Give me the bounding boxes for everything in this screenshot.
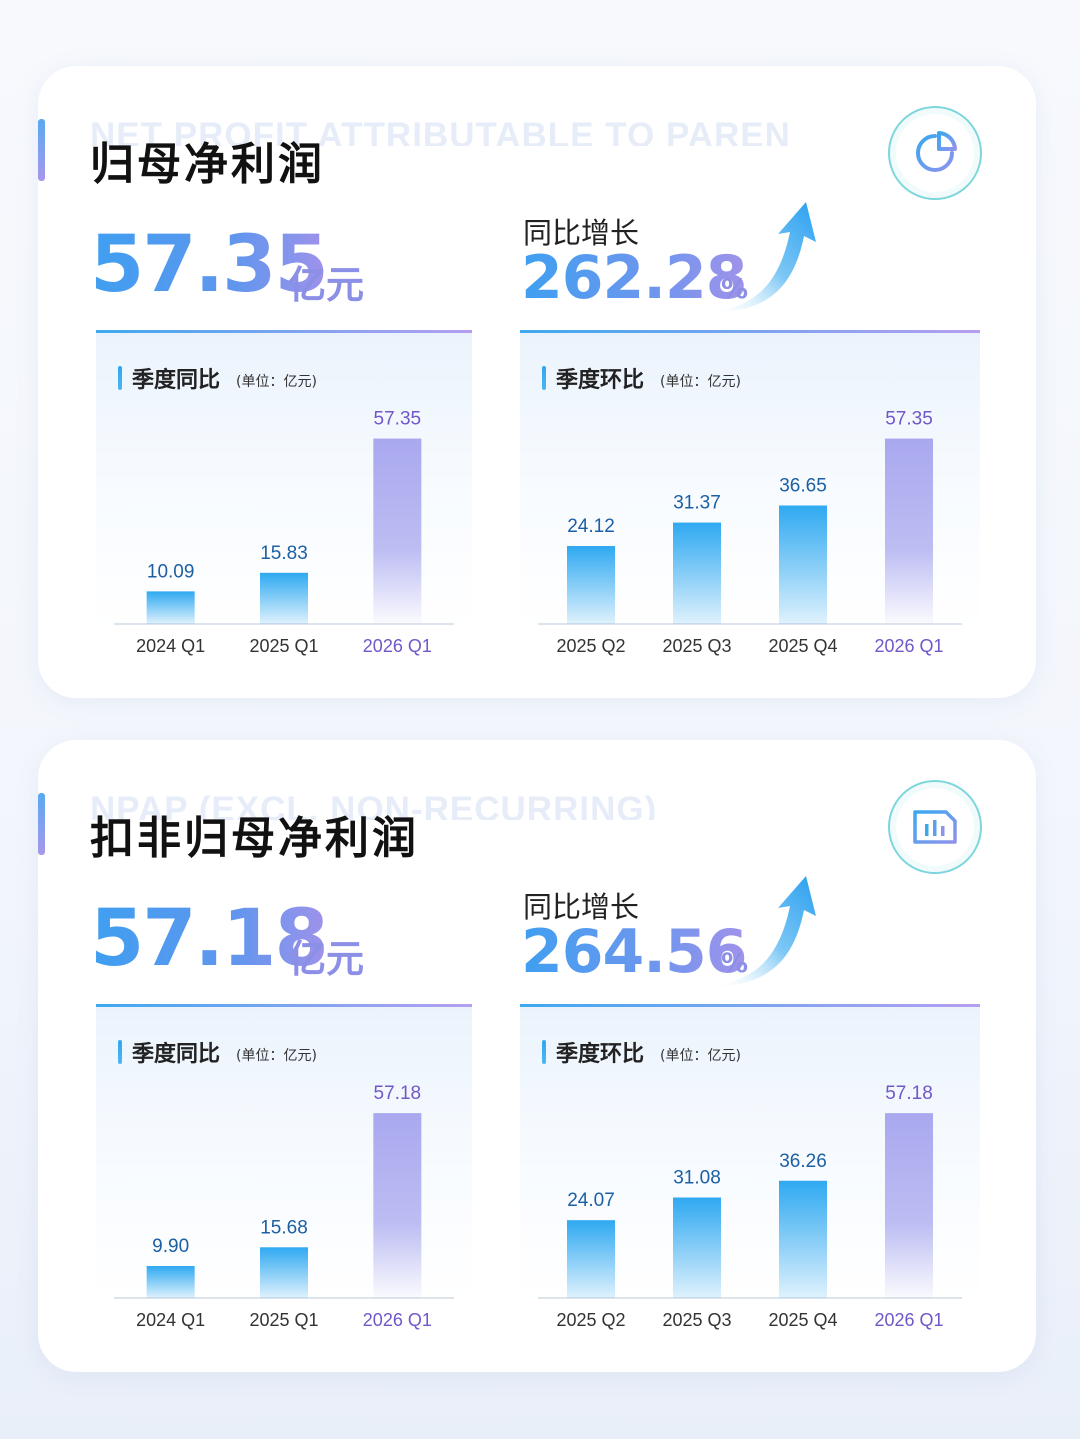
bar-value-label: 9.90 — [152, 1236, 189, 1257]
x-tick-label: 2025 Q2 — [556, 636, 625, 656]
bar-value-label: 31.37 — [673, 493, 721, 514]
bar — [885, 438, 933, 624]
bar — [673, 522, 721, 624]
bar-value-label: 57.35 — [374, 409, 422, 430]
quarter-yoy-panel: 季度同比 (单位：亿元) 9.90 2024 Q1 15.68 2025 Q1 57.1… — [96, 1004, 472, 1330]
bar — [885, 1113, 933, 1298]
headline-unit: 亿元 — [288, 937, 365, 981]
bar-value-label: 24.12 — [567, 516, 615, 537]
bar-value-label: 36.26 — [779, 1151, 827, 1172]
header-tick — [542, 1040, 546, 1064]
panel-title: 季度环比 — [556, 1042, 645, 1067]
net-profit-excl-nonrecurring-card: NPAP (EXCL. NON-RECURRING) 扣非归母净利润 57.18… — [38, 740, 1036, 1372]
growth-arrow-icon — [708, 202, 816, 313]
bar-value-label: 57.18 — [374, 1083, 422, 1104]
x-tick-label: 2025 Q4 — [768, 1310, 837, 1330]
panel-divider — [96, 330, 472, 333]
bar — [260, 1247, 308, 1298]
panel-divider — [96, 1004, 472, 1007]
bar — [779, 505, 827, 624]
card-title: 归母净利润 — [90, 139, 325, 190]
pie-chart-icon — [888, 106, 982, 200]
bar-value-label: 15.68 — [260, 1217, 308, 1238]
bar-value-label: 36.65 — [779, 475, 827, 496]
quarter-yoy-panel: 季度同比 (单位：亿元) 10.09 2024 Q1 15.83 2025 Q1 57.… — [96, 330, 472, 656]
bar-value-label: 10.09 — [147, 561, 195, 582]
yoy-unit: % — [721, 274, 749, 305]
x-tick-label: 2024 Q1 — [136, 636, 205, 656]
bar-value-label: 57.35 — [885, 409, 933, 430]
panel-unit-note: (单位：亿元) — [236, 1048, 317, 1064]
header-tick — [118, 1040, 122, 1064]
yoy-label: 同比增长 — [523, 216, 640, 250]
title-accent-bar — [38, 119, 45, 181]
bar — [373, 1113, 422, 1298]
bar — [567, 1220, 615, 1298]
x-tick-label: 2026 Q1 — [363, 1310, 432, 1330]
title-accent-bar — [38, 793, 45, 855]
x-tick-label: 2026 Q1 — [874, 636, 943, 656]
x-tick-label: 2025 Q3 — [662, 1310, 731, 1330]
x-tick-label: 2025 Q1 — [249, 1310, 318, 1330]
quarter-qoq-panel: 季度环比 (单位：亿元) 24.12 2025 Q2 31.37 2025 Q3 36.… — [520, 330, 980, 656]
x-tick-label: 2025 Q1 — [249, 636, 318, 656]
yoy-unit: % — [721, 948, 749, 979]
bar — [567, 546, 615, 624]
growth-arrow-icon — [708, 876, 816, 987]
x-tick-label: 2026 Q1 — [874, 1310, 943, 1330]
english-watermark-title: NPAP (EXCL. NON-RECURRING) — [90, 790, 658, 820]
bar — [146, 591, 195, 624]
bar-chart-yoy: 10.09 2024 Q1 15.83 2025 Q1 57.35 2026 Q1 — [114, 409, 454, 656]
x-tick-label: 2025 Q2 — [556, 1310, 625, 1330]
bar-chart-yoy: 9.90 2024 Q1 15.68 2025 Q1 57.18 2026 Q1 — [114, 1083, 454, 1330]
panel-unit-note: (单位：亿元) — [660, 374, 741, 390]
quarter-qoq-panel: 季度环比 (单位：亿元) 24.07 2025 Q2 31.08 2025 Q3 36.… — [520, 1004, 980, 1330]
panel-title: 季度同比 — [132, 368, 221, 393]
bar — [673, 1197, 721, 1298]
english-watermark-title: NET PROFIT ATTRIBUTABLE TO PARENT — [90, 116, 790, 146]
x-tick-label: 2025 Q4 — [768, 636, 837, 656]
x-tick-label: 2025 Q3 — [662, 636, 731, 656]
bar — [260, 572, 308, 624]
yoy-label: 同比增长 — [523, 890, 640, 924]
yoy-value: 264.56 — [521, 917, 748, 987]
x-tick-label: 2024 Q1 — [136, 1310, 205, 1330]
bar — [779, 1180, 827, 1298]
header-tick — [118, 366, 122, 390]
bar-chart-icon — [888, 780, 982, 874]
bar-value-label: 24.07 — [567, 1190, 615, 1211]
net-profit-card: NET PROFIT ATTRIBUTABLE TO PARENT 归母净利润 … — [38, 66, 1036, 698]
bar-value-label: 15.83 — [260, 543, 308, 564]
bar-chart-qoq: 24.12 2025 Q2 31.37 2025 Q3 36.65 2025 Q4 57.3… — [538, 409, 962, 656]
header-tick — [542, 366, 546, 390]
headline-value: 57.18 — [90, 894, 329, 984]
x-tick-label: 2026 Q1 — [363, 636, 432, 656]
bar-value-label: 57.18 — [885, 1083, 933, 1104]
panel-title: 季度环比 — [556, 368, 645, 393]
card-title: 扣非归母净利润 — [90, 813, 419, 864]
headline-unit: 亿元 — [288, 263, 365, 307]
panel-unit-note: (单位：亿元) — [236, 374, 317, 390]
panel-divider — [520, 330, 980, 333]
yoy-value: 262.28 — [521, 243, 748, 313]
bar-chart-qoq: 24.07 2025 Q2 31.08 2025 Q3 36.26 2025 Q4 57.1… — [538, 1083, 962, 1330]
headline-value: 57.35 — [90, 220, 329, 310]
panel-divider — [520, 1004, 980, 1007]
panel-unit-note: (单位：亿元) — [660, 1048, 741, 1064]
panel-title: 季度同比 — [132, 1042, 221, 1067]
bar-value-label: 31.08 — [673, 1168, 721, 1189]
bar — [373, 438, 422, 624]
bar — [146, 1265, 195, 1298]
